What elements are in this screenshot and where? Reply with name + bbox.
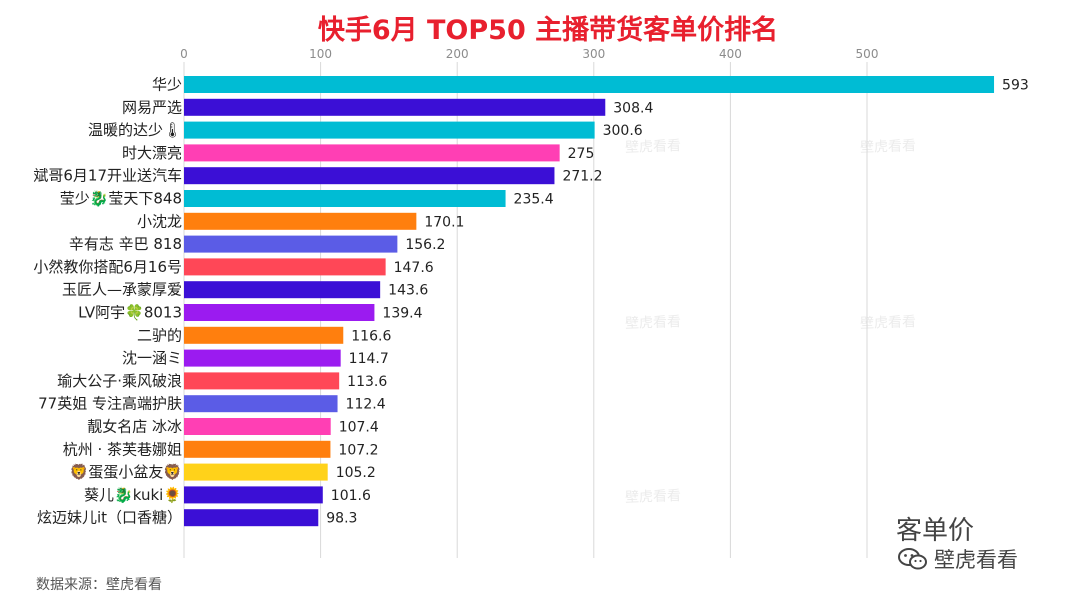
value-label: 147.6: [394, 260, 434, 276]
category-label: 华少: [152, 76, 182, 94]
x-axis-ticks: 0 100 200 300 400 500: [180, 47, 878, 61]
value-label: 275: [568, 146, 595, 162]
x-tick-label: 400: [719, 47, 742, 61]
x-tick-label: 500: [856, 47, 879, 61]
category-label: 沈一涵ミ: [122, 349, 182, 367]
watermark: 壁虎看看: [624, 488, 682, 506]
value-label: 107.4: [339, 420, 379, 436]
bar: [184, 258, 386, 276]
bar: [184, 167, 555, 185]
source-note: 数据来源：壁虎看看: [36, 577, 162, 593]
watermark: 壁虎看看: [859, 314, 917, 332]
chart-title: 快手6月 TOP50 主播带货客单价排名: [317, 15, 779, 46]
bar: [184, 98, 606, 116]
bar: [184, 440, 331, 458]
category-label: 小沈龙: [137, 212, 182, 230]
value-label: 98.3: [326, 511, 357, 527]
value-label: 143.6: [388, 283, 428, 299]
brand-name: 壁虎看看: [934, 548, 1018, 572]
category-label: 小然教你搭配6月16号: [33, 258, 182, 276]
category-label: 二驴的: [137, 326, 182, 344]
value-labels: 593 308.4 300.6 275 271.2 235.4 170.1 156.2 147.…: [326, 78, 1028, 527]
value-label: 156.2: [405, 237, 445, 253]
value-label: 235.4: [514, 192, 554, 208]
value-label: 170.1: [424, 214, 464, 230]
category-label: 莹少🐉莹天下848: [60, 190, 182, 208]
category-label: 网易严选: [122, 98, 182, 116]
value-label: 593: [1002, 78, 1029, 94]
value-label: 107.2: [338, 442, 378, 458]
category-label: 🦁蛋蛋小盆友🦁: [70, 463, 182, 481]
watermark: 壁虎看看: [859, 138, 917, 156]
bar: [184, 281, 381, 299]
bar: [184, 486, 323, 504]
value-label: 101.6: [331, 488, 371, 504]
bar: [184, 121, 595, 139]
category-label: 玉匠人—承蒙厚爱: [62, 281, 182, 299]
bar: [184, 418, 331, 435]
category-label: 77英姐 专注高端护肤: [38, 395, 182, 413]
category-label: 靓女名店 冰冰: [87, 418, 182, 436]
category-label: 葵儿🐉kuki🌻: [84, 486, 182, 504]
watermark: 壁虎看看: [624, 138, 682, 156]
value-label: 116.6: [351, 328, 391, 344]
bars: [184, 76, 995, 527]
category-label: 辛有志 辛巴 818: [69, 235, 182, 253]
bar: [184, 372, 340, 390]
category-label: 杭州 · 茶芙巷娜姐: [63, 440, 182, 458]
bar: [184, 326, 344, 344]
value-label: 112.4: [346, 397, 386, 413]
x-tick-label: 300: [582, 47, 605, 61]
category-label: 时大漂亮: [122, 144, 182, 162]
bar: [184, 190, 506, 207]
bar: [184, 349, 341, 367]
value-label: 114.7: [349, 351, 389, 367]
brand-mark: 壁虎看看: [898, 544, 1018, 574]
x-tick-label: 0: [180, 47, 188, 61]
category-label: LV阿宇🍀8013: [78, 304, 182, 322]
value-label: 271.2: [562, 169, 602, 185]
category-label: 瑜大公子·乘风破浪: [57, 372, 182, 390]
bar: [184, 212, 417, 230]
bar: [184, 463, 328, 481]
value-label: 300.6: [603, 123, 643, 139]
bar: [184, 76, 995, 93]
bar: [184, 144, 560, 162]
category-label: 斌哥6月17开业送汽车: [33, 167, 182, 185]
watermark: 壁虎看看: [624, 314, 682, 332]
category-label: 温暖的达少🌡: [88, 121, 182, 139]
value-label: 308.4: [613, 100, 653, 116]
bar: [184, 304, 375, 321]
category-label: 炫迈妹儿it（口香糖）: [37, 509, 182, 527]
value-label: 113.6: [347, 374, 387, 390]
metric-caption: 客单价: [896, 516, 975, 546]
bar: [184, 235, 398, 253]
x-tick-label: 200: [446, 47, 469, 61]
bar: [184, 395, 338, 413]
wechat-icon: [898, 547, 928, 571]
bar: [184, 509, 319, 527]
x-tick-label: 100: [309, 47, 332, 61]
value-label: 139.4: [382, 306, 422, 322]
value-label: 105.2: [336, 465, 376, 481]
